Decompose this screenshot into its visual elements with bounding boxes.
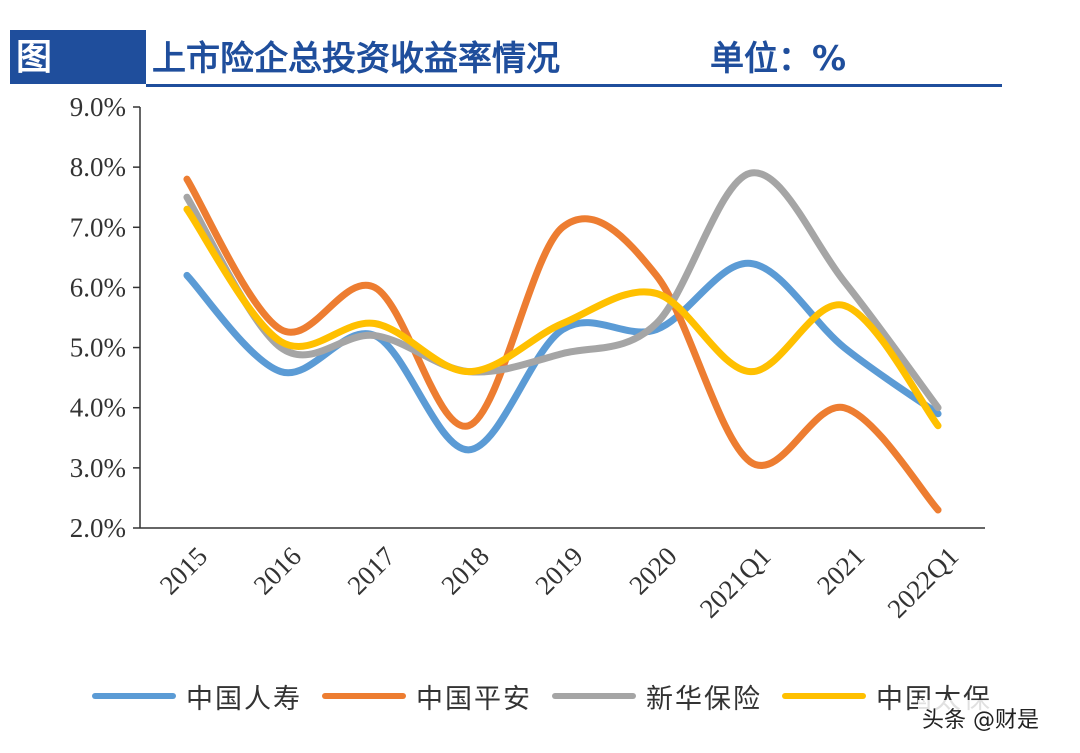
legend-item-3: 新华保险 bbox=[552, 677, 762, 716]
legend-item-1: 中国人寿 bbox=[92, 677, 302, 716]
y-tick-label: 5.0% bbox=[70, 333, 126, 363]
series-line-1 bbox=[183, 259, 942, 454]
y-tick-label: 9.0% bbox=[70, 92, 126, 122]
x-tick-label: 2019 bbox=[529, 541, 588, 600]
y-tick-label: 7.0% bbox=[70, 212, 126, 242]
legend-swatch bbox=[552, 693, 636, 699]
series-line-4 bbox=[183, 205, 942, 430]
figure-header: 图 25： 上市险企总投资收益率情况 单位：% bbox=[10, 30, 1002, 132]
y-tick-label: 8.0% bbox=[70, 152, 126, 182]
x-tick-label: 2020 bbox=[623, 541, 682, 600]
watermark: 头条 @财是 bbox=[918, 700, 1043, 736]
legend-swatch bbox=[92, 693, 176, 699]
legend-item-2: 中国平安 bbox=[322, 677, 532, 716]
legend-label: 中国人寿 bbox=[186, 683, 302, 715]
x-tick-label: 2017 bbox=[342, 541, 401, 600]
figure-number: 图 25： bbox=[10, 30, 146, 132]
legend-label: 中国平安 bbox=[416, 683, 532, 715]
y-tick-label: 3.0% bbox=[70, 453, 126, 483]
x-tick-label: 2021 bbox=[811, 541, 870, 600]
legend-swatch bbox=[782, 693, 866, 699]
legend-label: 新华保险 bbox=[646, 683, 762, 715]
unit-label: 单位：% bbox=[710, 39, 847, 79]
header-rule bbox=[146, 84, 1002, 87]
y-tick-label: 2.0% bbox=[70, 513, 126, 543]
legend-swatch bbox=[322, 693, 406, 699]
x-tick-label: 2016 bbox=[248, 541, 307, 600]
chart-title: 上市险企总投资收益率情况 bbox=[152, 39, 560, 79]
chart-legend: 中国人寿 中国平安 新华保险 中国太保 bbox=[92, 676, 1012, 716]
series-line-3 bbox=[183, 169, 942, 412]
x-tick-label: 2018 bbox=[435, 541, 494, 600]
y-tick-label: 6.0% bbox=[70, 272, 126, 302]
x-tick-label: 2021Q1 bbox=[694, 541, 777, 624]
x-tick-label: 2015 bbox=[154, 541, 213, 600]
x-tick-label: 2022Q1 bbox=[882, 541, 965, 624]
y-tick-label: 4.0% bbox=[70, 393, 126, 423]
series-line-2 bbox=[183, 175, 942, 514]
